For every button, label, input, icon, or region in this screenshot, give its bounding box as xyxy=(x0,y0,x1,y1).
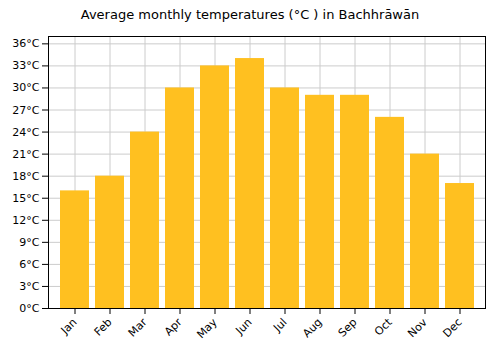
svg-text:Nov: Nov xyxy=(405,315,430,340)
html-text:Average monthly temperatures (: Average monthly temperatures (°C ) in Ba… xyxy=(80,7,420,22)
svg-text:15°C: 15°C xyxy=(12,192,39,205)
svg-text:27°C: 27°C xyxy=(12,104,39,117)
svg-text:Sep: Sep xyxy=(336,316,360,340)
svg-text:Feb: Feb xyxy=(92,316,115,339)
svg-text:33°C: 33°C xyxy=(12,59,39,72)
svg-text:30°C: 30°C xyxy=(12,81,39,94)
svg-text:Mar: Mar xyxy=(126,315,150,339)
svg-text:36°C: 36°C xyxy=(12,37,39,50)
svg-text:12°C: 12°C xyxy=(12,214,39,227)
svg-text:Apr: Apr xyxy=(162,315,185,338)
svg-text:Oct: Oct xyxy=(372,315,395,338)
svg-text:Jan: Jan xyxy=(58,316,80,338)
svg-text:3°C: 3°C xyxy=(19,280,39,293)
svg-text:Jul: Jul xyxy=(270,316,289,335)
svg-text:21°C: 21°C xyxy=(12,148,39,161)
svg-text:Dec: Dec xyxy=(440,316,464,340)
svg-text:Jun: Jun xyxy=(233,316,255,338)
svg-text:0°C: 0°C xyxy=(19,302,39,315)
svg-text:May: May xyxy=(194,315,220,341)
svg-text:6°C: 6°C xyxy=(19,258,39,271)
svg-text:9°C: 9°C xyxy=(19,236,39,249)
svg-text:Aug: Aug xyxy=(300,316,324,340)
svg-text:24°C: 24°C xyxy=(12,126,39,139)
svg-text:18°C: 18°C xyxy=(12,170,39,183)
